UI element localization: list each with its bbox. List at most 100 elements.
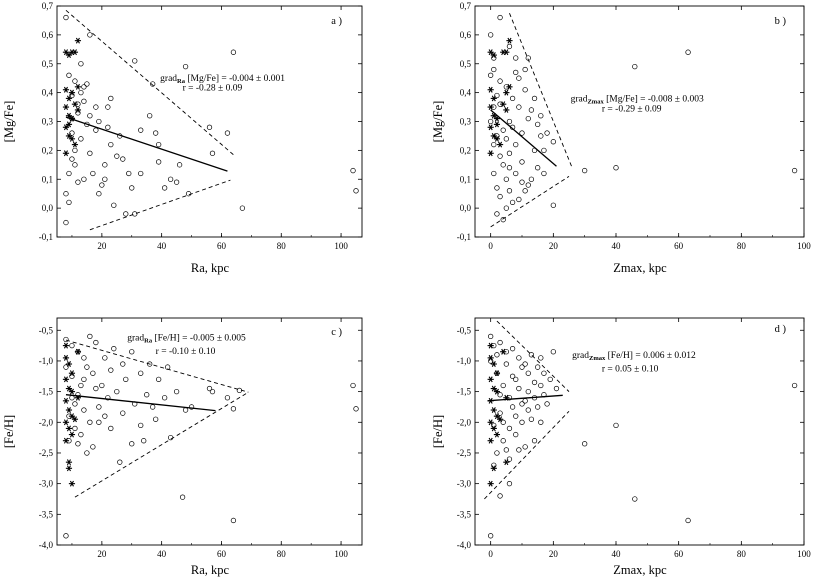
- data-point-star: [490, 425, 497, 432]
- data-point-circle: [509, 199, 516, 206]
- star-stroke: [72, 49, 77, 56]
- x-tick-label: 80: [737, 241, 747, 251]
- data-point-circle: [69, 373, 75, 379]
- y-tick-label: 0,0: [42, 203, 54, 213]
- data-point-circle: [513, 431, 519, 438]
- data-point-circle: [497, 78, 503, 84]
- star-stroke: [75, 348, 80, 355]
- data-point-star: [496, 141, 504, 148]
- data-point-star: [62, 376, 70, 383]
- data-point-circle: [230, 517, 237, 524]
- data-point-star: [62, 354, 70, 361]
- y-tick-label: 0,7: [460, 1, 472, 11]
- data-point-circle: [164, 364, 171, 370]
- x-tick-label: 20: [97, 241, 107, 251]
- data-point-circle: [78, 89, 84, 96]
- star-stroke: [491, 132, 496, 139]
- data-point-circle: [167, 434, 174, 441]
- star-stroke: [69, 370, 74, 377]
- gradient-label: grad: [160, 74, 177, 84]
- data-point-star: [490, 361, 497, 367]
- x-tick-label: 100: [797, 549, 811, 559]
- y-tick-label: 0,3: [460, 117, 472, 127]
- fit-line: [487, 394, 563, 402]
- data-point-circle: [81, 376, 87, 383]
- data-point-circle: [105, 395, 111, 401]
- y-tick-label: 0,4: [42, 88, 54, 98]
- data-point-circle: [87, 333, 93, 340]
- star-stroke: [488, 104, 493, 111]
- data-point-circle: [72, 147, 78, 154]
- envelope-line: [65, 9, 234, 156]
- data-point-star: [65, 132, 73, 139]
- y-axis-label: [Fe/H]: [2, 415, 16, 448]
- data-point-circle: [153, 130, 159, 136]
- data-point-circle: [522, 398, 528, 404]
- x-tick-label: 80: [277, 241, 287, 251]
- data-point-circle: [144, 392, 150, 398]
- data-point-circle: [87, 113, 93, 119]
- star-stroke: [504, 89, 509, 96]
- data-point-star: [503, 106, 510, 113]
- star-stroke: [494, 370, 499, 377]
- data-point-circle: [632, 63, 638, 70]
- data-point-circle: [129, 185, 135, 191]
- data-point-circle: [503, 361, 509, 367]
- data-point-circle: [550, 139, 556, 145]
- data-point-circle: [81, 84, 87, 90]
- data-point-circle: [494, 92, 500, 99]
- star-stroke: [63, 150, 68, 157]
- data-point-circle: [535, 121, 541, 128]
- x-tick-label: 80: [277, 549, 287, 559]
- data-point-star: [68, 431, 76, 438]
- x-tick-label: 0: [488, 549, 493, 559]
- data-point-circle: [129, 441, 135, 447]
- data-point-circle: [522, 66, 528, 73]
- data-point-circle: [353, 406, 359, 412]
- data-point-star: [65, 407, 73, 413]
- fit-line: [65, 116, 228, 172]
- star-stroke: [494, 135, 499, 142]
- data-point-circle: [550, 202, 556, 208]
- data-point-circle: [147, 361, 153, 367]
- gradient-annotation: gradZmax [Fe/H] = 0.006 ± 0.012: [572, 351, 696, 362]
- x-tick-label: 100: [334, 241, 348, 251]
- data-point-circle: [102, 413, 108, 419]
- data-point-circle: [84, 81, 90, 87]
- data-point-circle: [156, 376, 162, 383]
- star-stroke: [69, 135, 74, 142]
- data-point-circle: [503, 447, 509, 453]
- data-point-circle: [108, 95, 114, 102]
- y-tick-label: -1,0: [39, 356, 54, 366]
- data-point-circle: [525, 115, 531, 122]
- star-stroke: [504, 459, 509, 466]
- x-tick-label: 40: [157, 241, 167, 251]
- data-point-circle: [81, 176, 87, 182]
- data-point-circle: [96, 118, 102, 125]
- star-stroke: [494, 431, 499, 438]
- star-stroke: [488, 437, 493, 444]
- data-point-circle: [75, 179, 81, 185]
- star-stroke: [488, 376, 493, 383]
- x-tick-label: 100: [797, 241, 811, 251]
- data-point-star: [490, 465, 497, 472]
- envelope-line: [509, 13, 573, 168]
- data-point-circle: [230, 406, 237, 412]
- data-point-circle: [506, 165, 513, 171]
- star-stroke: [66, 407, 71, 413]
- star-stroke: [507, 37, 512, 44]
- envelope-line: [89, 179, 231, 231]
- data-point-circle: [519, 130, 525, 136]
- y-axis-label: [Fe/H]: [431, 415, 445, 448]
- star-stroke: [63, 86, 68, 93]
- star-stroke: [488, 49, 493, 56]
- data-point-star: [62, 150, 70, 157]
- data-point-circle: [111, 346, 117, 352]
- data-point-circle: [153, 416, 159, 422]
- data-point-circle: [519, 419, 525, 425]
- data-point-circle: [81, 98, 87, 104]
- data-point-star: [487, 150, 494, 157]
- star-stroke: [63, 342, 68, 349]
- data-point-circle: [516, 104, 522, 110]
- x-axis-label: Ra, kpc: [191, 261, 230, 275]
